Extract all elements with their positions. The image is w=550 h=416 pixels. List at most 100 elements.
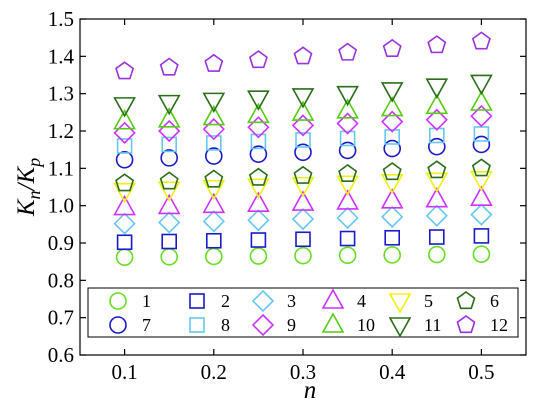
data-point	[425, 93, 449, 115]
data-point	[339, 230, 356, 247]
legend-marker	[388, 317, 412, 338]
legend-item: 9	[251, 313, 296, 337]
y-tick-label: 1.0	[48, 194, 74, 218]
data-point	[470, 185, 493, 206]
data-point	[159, 171, 179, 190]
axis-ticks: 0.1 0.2 0.3 0.4 0.5 0.6 0.7 0.8 0.9 1.0 1.1 1.2 1.3 1…	[48, 7, 526, 384]
data-point	[291, 176, 315, 198]
data-point	[338, 246, 357, 265]
y-axis-title-den: K	[13, 166, 40, 185]
data-point	[158, 211, 181, 234]
data-point	[336, 98, 359, 119]
data-point	[293, 46, 313, 65]
data-point	[113, 194, 136, 216]
y-tick-label: 1.4	[48, 44, 75, 68]
legend-item: 4	[321, 288, 366, 311]
data-point	[116, 234, 133, 251]
legend-label: 10	[357, 315, 375, 335]
data-point	[427, 35, 447, 54]
legend-label: 5	[424, 291, 433, 311]
legend-label: 11	[424, 315, 441, 335]
data-point	[113, 212, 136, 235]
legend-item: 3	[251, 289, 296, 313]
legend-marker	[251, 289, 275, 313]
data-point	[247, 116, 270, 139]
legend-label: 8	[221, 315, 230, 335]
legend-marker	[321, 312, 345, 333]
legend-marker	[456, 315, 476, 334]
data-point	[202, 92, 226, 114]
data-point	[157, 94, 181, 116]
x-tick-label: 0.5	[468, 360, 494, 384]
legend-label: 9	[287, 315, 296, 335]
data-point	[291, 190, 315, 211]
data-point	[294, 143, 312, 162]
data-point	[380, 82, 404, 103]
data-point	[381, 110, 404, 133]
data-point	[247, 178, 270, 199]
data-point	[294, 246, 312, 265]
data-point	[115, 248, 134, 266]
series-7	[115, 135, 491, 169]
series-10	[113, 90, 493, 130]
legend-item: 2	[189, 291, 230, 311]
legend-marker	[189, 317, 205, 333]
data-point	[204, 53, 224, 72]
data-point	[291, 100, 315, 121]
data-point	[336, 112, 359, 135]
data-point	[247, 191, 270, 212]
y-tick-label: 0.7	[48, 306, 74, 330]
data-point	[382, 38, 402, 57]
x-tick-label: 0.3	[290, 360, 316, 384]
legend-box	[87, 287, 519, 338]
data-point	[428, 229, 445, 245]
data-point	[116, 138, 133, 154]
data-point	[113, 97, 136, 118]
y-tick-label: 1.1	[48, 156, 74, 180]
x-tick-label: 0.1	[111, 360, 137, 384]
data-point	[336, 85, 359, 107]
data-point	[250, 133, 267, 150]
data-point	[113, 182, 136, 204]
data-point	[381, 205, 404, 228]
data-point	[295, 132, 311, 148]
x-tick-label: 0.2	[201, 360, 227, 384]
data-point	[206, 232, 222, 249]
data-point	[470, 104, 493, 128]
y-axis-title-sub-p: p	[24, 158, 44, 169]
data-point	[295, 231, 311, 248]
data-point	[160, 248, 178, 266]
y-tick-label: 0.8	[48, 268, 74, 292]
svg-text:Kn/Kp: Kn/Kp	[13, 158, 44, 217]
data-point	[380, 95, 404, 117]
data-point	[336, 175, 359, 196]
legend-label: 4	[357, 291, 366, 311]
data-point	[291, 207, 315, 231]
legend-marker	[251, 313, 275, 337]
data-point	[248, 167, 268, 186]
data-point	[291, 88, 315, 109]
data-point	[160, 149, 178, 167]
data-point	[470, 74, 493, 96]
legend-item: 5	[388, 291, 433, 314]
legend-item: 6	[456, 291, 499, 311]
y-axis-title-slash: /	[13, 181, 40, 192]
legend-label: 6	[490, 291, 499, 311]
x-tick-label: 0.4	[379, 360, 406, 384]
data-point	[470, 90, 493, 111]
data-point	[384, 229, 401, 246]
y-tick-label: 1.3	[48, 82, 74, 106]
data-point	[202, 118, 225, 141]
data-point	[425, 187, 449, 208]
y-tick-label: 0.6	[48, 343, 74, 367]
data-point	[248, 50, 268, 69]
legend-label: 1	[142, 291, 151, 311]
y-axis-title-main: K	[13, 198, 40, 217]
data-markers	[113, 31, 493, 266]
data-point	[161, 233, 177, 250]
series-2	[116, 228, 490, 251]
data-point	[249, 145, 268, 163]
data-point	[380, 188, 404, 209]
data-point	[428, 127, 445, 144]
